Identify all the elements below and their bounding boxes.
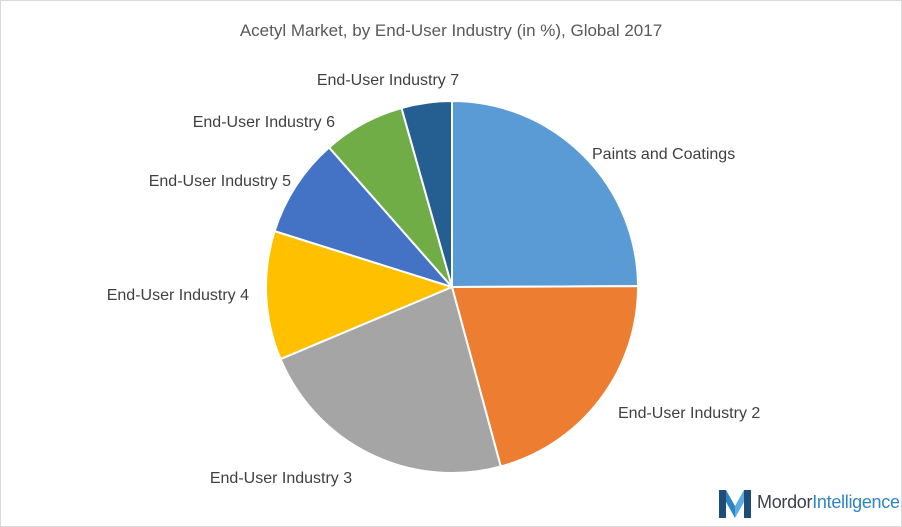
mordor-logo-icon xyxy=(719,490,751,518)
slice-label: End-User Industry 6 xyxy=(193,114,335,131)
pie-slice xyxy=(451,285,640,468)
slice-label: End-User Industry 3 xyxy=(210,470,352,487)
chart-title: Acetyl Market, by End-User Industry (in … xyxy=(239,21,663,40)
slice-label: End-User Industry 4 xyxy=(107,287,249,304)
brand-logo: MordorIntelligence xyxy=(717,486,900,522)
pie-slice xyxy=(400,100,453,288)
slice-label: End-User Industry 2 xyxy=(618,405,760,422)
slice-label: End-User Industry 7 xyxy=(317,72,459,89)
slice-label: End-User Industry 5 xyxy=(149,173,291,190)
pie-slice xyxy=(451,100,639,288)
brand-name: MordorIntelligence xyxy=(757,492,900,512)
pie-slice xyxy=(279,286,502,474)
pie-slice xyxy=(273,146,453,288)
pie-slice xyxy=(265,230,453,361)
slice-label: Paints and Coatings xyxy=(592,146,735,163)
